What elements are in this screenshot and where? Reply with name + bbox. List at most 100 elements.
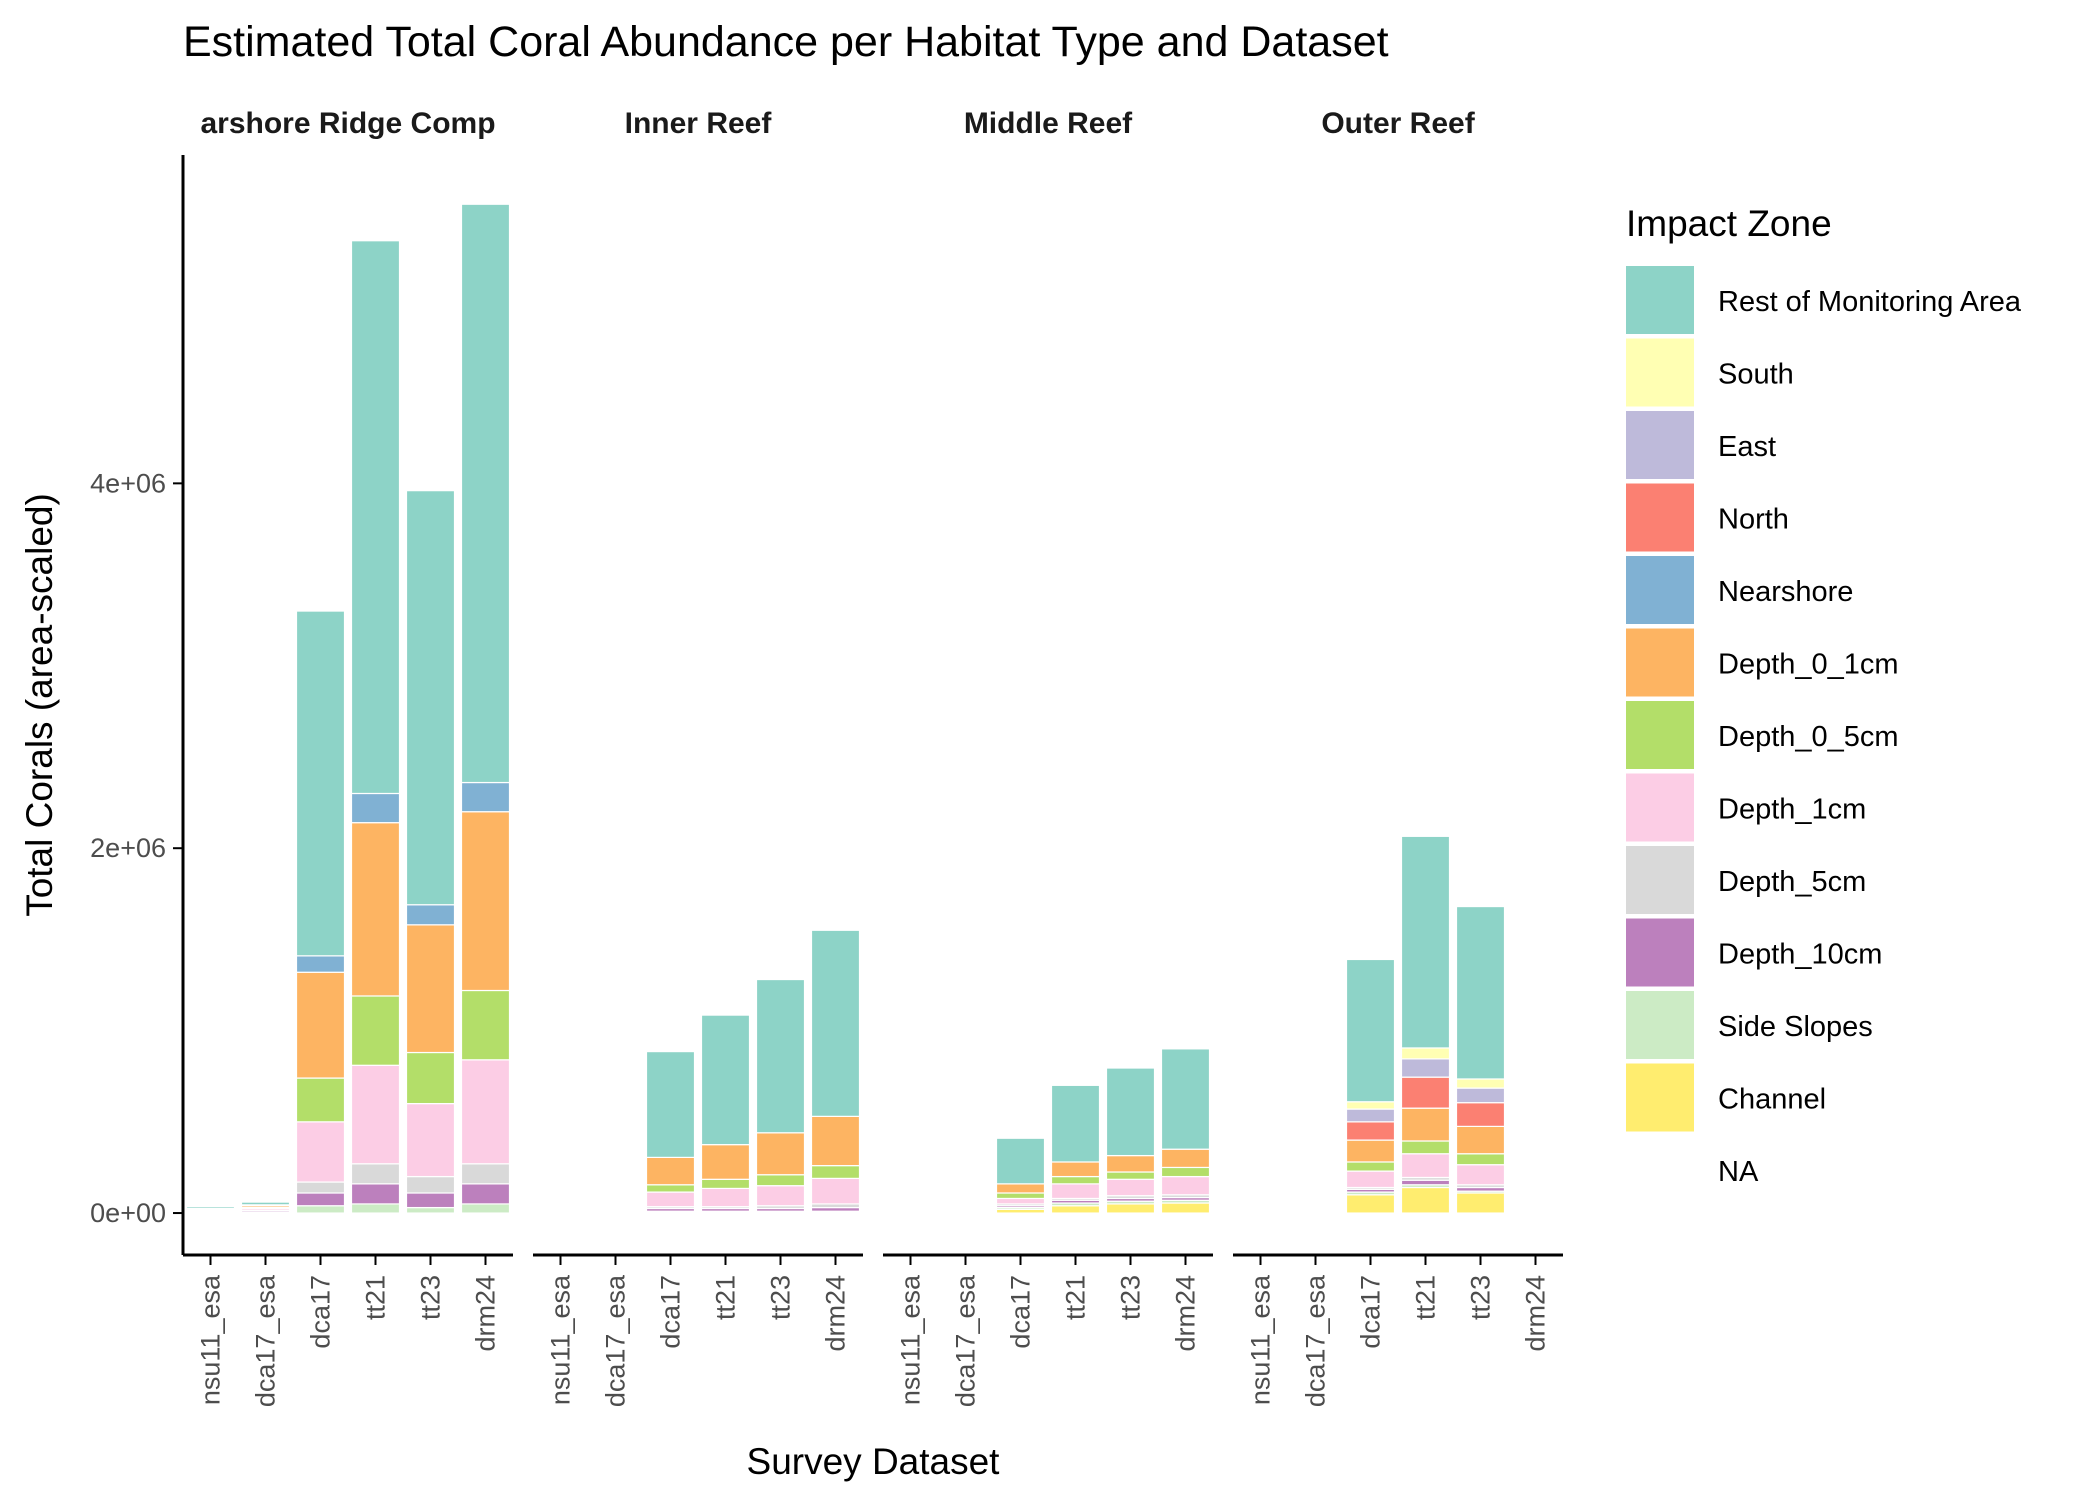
bar-segment-tt21-channel [1400, 1186, 1451, 1214]
legend-swatch [1626, 991, 1694, 1059]
x-tick-label: nsu11_esa [1246, 1274, 1276, 1405]
bar-segment-tt21-depth-0-5cm [1050, 1175, 1101, 1185]
bar-segment-dca17-east [1345, 1108, 1396, 1123]
x-tick-label: dca17 [1006, 1275, 1036, 1349]
y-tick-label: 4e+06 [90, 468, 166, 498]
x-tick-label: drm24 [471, 1275, 501, 1352]
bar-segment-tt21-depth-1cm [700, 1187, 751, 1208]
x-tick-label: dca17 [1356, 1275, 1386, 1349]
bar-segment-dca17-south [1345, 1101, 1396, 1110]
legend-swatch [1626, 628, 1694, 697]
bar-segment-tt21-nearshore [350, 792, 401, 824]
legend-item: Channel [1626, 1063, 1826, 1132]
x-tick-label: nsu11_esa [546, 1274, 576, 1405]
legend-label: Depth_10cm [1718, 939, 1882, 971]
legend-label: Nearshore [1718, 576, 1853, 608]
bar-segment-dca17-rest-of-monitoring-area [995, 1137, 1046, 1185]
panels: arshore Ridge Comp nsu11_esa dca17_esa dca1… [183, 107, 1563, 1407]
legend-label: Depth_0_5cm [1718, 721, 1899, 753]
x-tick-label: drm24 [821, 1275, 851, 1352]
bar-segment-dca17-depth-0-1cm [645, 1156, 696, 1186]
bar-segment-dca17-depth-10cm [295, 1192, 346, 1207]
bar-segment-dca17-depth-1cm [1345, 1170, 1396, 1189]
x-tick-label: dca17_esa [601, 1274, 631, 1407]
x-tick-label: dca17 [656, 1275, 686, 1349]
bar-segment-tt23-depth-0-5cm [755, 1174, 806, 1187]
legend-swatch [1626, 338, 1694, 407]
bar-segment-dca17_esa-rest-of-monitoring-area [590, 1212, 641, 1214]
strip-label: Outer Reef [1321, 107, 1475, 140]
bar-segment-tt23-depth-0-1cm [1455, 1125, 1506, 1155]
legend-swatch [1626, 411, 1694, 479]
bar-segment-tt23-depth-1cm [1455, 1164, 1506, 1186]
bar-segment-tt21-south [1400, 1047, 1451, 1060]
bar-segment-drm24-side-slopes [460, 1203, 511, 1214]
legend-label: Depth_5cm [1718, 866, 1866, 898]
bar-segment-dca17_esa-rest-of-monitoring-area [940, 1212, 991, 1215]
bar-segment-tt23-depth-0-1cm [755, 1132, 806, 1176]
bar-segment-tt21-depth-0-1cm [700, 1144, 751, 1180]
bar-segment-drm24-depth-10cm [460, 1183, 511, 1205]
bar-segment-drm24-depth-0-5cm [810, 1165, 861, 1179]
bar-segment-drm24-depth-0-5cm [1160, 1166, 1211, 1178]
bar-segment-dca17-depth-0-1cm [1345, 1139, 1396, 1163]
legend-item: Rest of Monitoring Area [1626, 266, 2022, 334]
bar-segment-dca17-depth-1cm [995, 1197, 1046, 1205]
bar-segment-dca17-depth-0-5cm [645, 1184, 696, 1193]
bar-segment-dca17-rest-of-monitoring-area [295, 610, 346, 957]
x-tick-label: nsu11_esa [196, 1274, 226, 1405]
legend-item: Depth_0_1cm [1626, 628, 1899, 697]
bar-segment-tt23-rest-of-monitoring-area [1105, 1067, 1156, 1157]
bar-segment-tt23-depth-0-5cm [405, 1051, 456, 1105]
legend-item: NA [1626, 1136, 1759, 1204]
bar-segment-tt23-depth-0-1cm [1105, 1154, 1156, 1173]
x-tick-label: dca17 [306, 1275, 336, 1349]
bar-segment-tt21-channel [1050, 1205, 1101, 1214]
x-tick-label: tt23 [1116, 1275, 1146, 1320]
legend-swatch [1626, 701, 1694, 769]
bar-segment-drm24-depth-1cm [460, 1059, 511, 1165]
bar-segment-tt23-side-slopes [405, 1206, 456, 1214]
legend-item: North [1626, 483, 1789, 552]
legend-item: Depth_0_5cm [1626, 701, 1899, 769]
bar-segment-tt21-rest-of-monitoring-area [1400, 835, 1451, 1049]
bar-segment-drm24-depth-1cm [1160, 1175, 1211, 1196]
legend-label: Side Slopes [1718, 1011, 1873, 1043]
bar-segment-drm24-rest-of-monitoring-area [460, 203, 511, 784]
bar-segment-tt23-channel [1455, 1192, 1506, 1214]
bar-segment-dca17-depth-0-5cm [1345, 1161, 1396, 1172]
legend-swatch [1626, 483, 1694, 552]
bar-segment-drm24-depth-0-1cm [460, 811, 511, 992]
panel-outer-reef: Outer Reef nsu11_esa dca17_esa dca17 tt21 tt2… [1233, 107, 1563, 1407]
x-tick-label: tt21 [1061, 1275, 1091, 1320]
bar-segment-tt21-depth-5cm [350, 1163, 401, 1185]
bar-segment-nsu11_esa-rest-of-monitoring-area [185, 1205, 236, 1209]
panel-arshore-ridge-comp: arshore Ridge Comp nsu11_esa dca17_esa dca1… [183, 107, 513, 1407]
bar-segment-tt23-south [1455, 1078, 1506, 1089]
panel-middle-reef: Middle Reef nsu11_esa dca17_esa dca17 tt21 tt… [883, 107, 1213, 1407]
legend-swatch [1626, 918, 1694, 987]
bar-segment-tt21-depth-0-1cm [1400, 1107, 1451, 1142]
bar-segment-tt23-depth-1cm [1105, 1178, 1156, 1197]
bar-segment-dca17-channel [1345, 1194, 1396, 1214]
legend-item: Depth_5cm [1626, 846, 1866, 914]
bar-segment-dca17-rest-of-monitoring-area [645, 1051, 696, 1159]
legend-swatch [1626, 1063, 1694, 1132]
bar-segment-tt21-rest-of-monitoring-area [350, 240, 401, 795]
strip-label: arshore Ridge Comp [200, 107, 495, 140]
legend-item: Nearshore [1626, 556, 1853, 624]
bar-segment-tt21-east [1400, 1058, 1451, 1078]
bar-segment-tt21-side-slopes [350, 1203, 401, 1214]
bar-segment-tt21-depth-0-5cm [700, 1178, 751, 1190]
legend-swatch [1626, 846, 1694, 914]
legend-swatch [1626, 556, 1694, 624]
x-tick-label: tt21 [711, 1275, 741, 1320]
bar-segment-tt21-depth-0-1cm [1050, 1161, 1101, 1178]
bar-segment-tt23-depth-0-5cm [1105, 1171, 1156, 1180]
bar-segment-tt21-depth-1cm [1050, 1183, 1101, 1200]
x-tick-label: drm24 [1171, 1275, 1201, 1352]
bar-segment-tt23-depth-10cm [405, 1192, 456, 1209]
legend-title: Impact Zone [1626, 203, 1832, 244]
legend-label: North [1718, 504, 1789, 536]
bar-segment-drm24-rest-of-monitoring-area [1160, 1048, 1211, 1150]
